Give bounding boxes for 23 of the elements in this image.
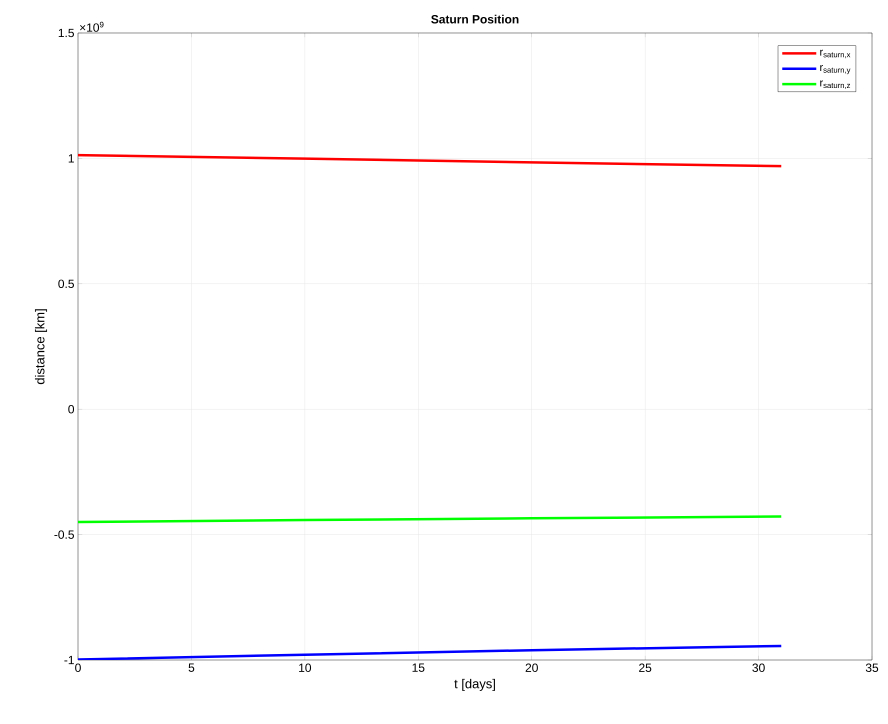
- y-tick-label: 1.5: [58, 28, 74, 38]
- x-tick-label: 5: [188, 664, 194, 672]
- x-tick-label: 35: [866, 664, 878, 672]
- x-tick-label: 10: [299, 664, 312, 672]
- legend-label: r$_{saturn,y}$: [820, 65, 850, 74]
- x-tick-label: 30: [752, 664, 765, 672]
- x-tick-label: 15: [412, 664, 424, 672]
- x-tick-label: 25: [639, 664, 652, 672]
- line-series: [78, 644, 783, 660]
- text: ×10$^{9}$: [80, 22, 104, 32]
- chart-title: Saturn Position: [431, 14, 518, 24]
- line-series: [78, 154, 783, 168]
- y-tick-label: 0.5: [58, 280, 74, 288]
- y-tick-label: 1: [68, 154, 74, 163]
- y-tick-label: -1: [64, 656, 74, 664]
- y-axis-title: distance [km]: [34, 309, 48, 384]
- x-tick-label: 20: [526, 664, 538, 672]
- y-tick-label: -0.5: [54, 530, 74, 539]
- x-tick-label: 0: [75, 664, 81, 672]
- legend-label: r$_{saturn,z}$: [820, 80, 850, 89]
- legend-label: r$_{saturn,x}$: [820, 50, 850, 58]
- x-axis-title: t [days]: [454, 678, 495, 691]
- y-tick-label: 0: [68, 404, 74, 414]
